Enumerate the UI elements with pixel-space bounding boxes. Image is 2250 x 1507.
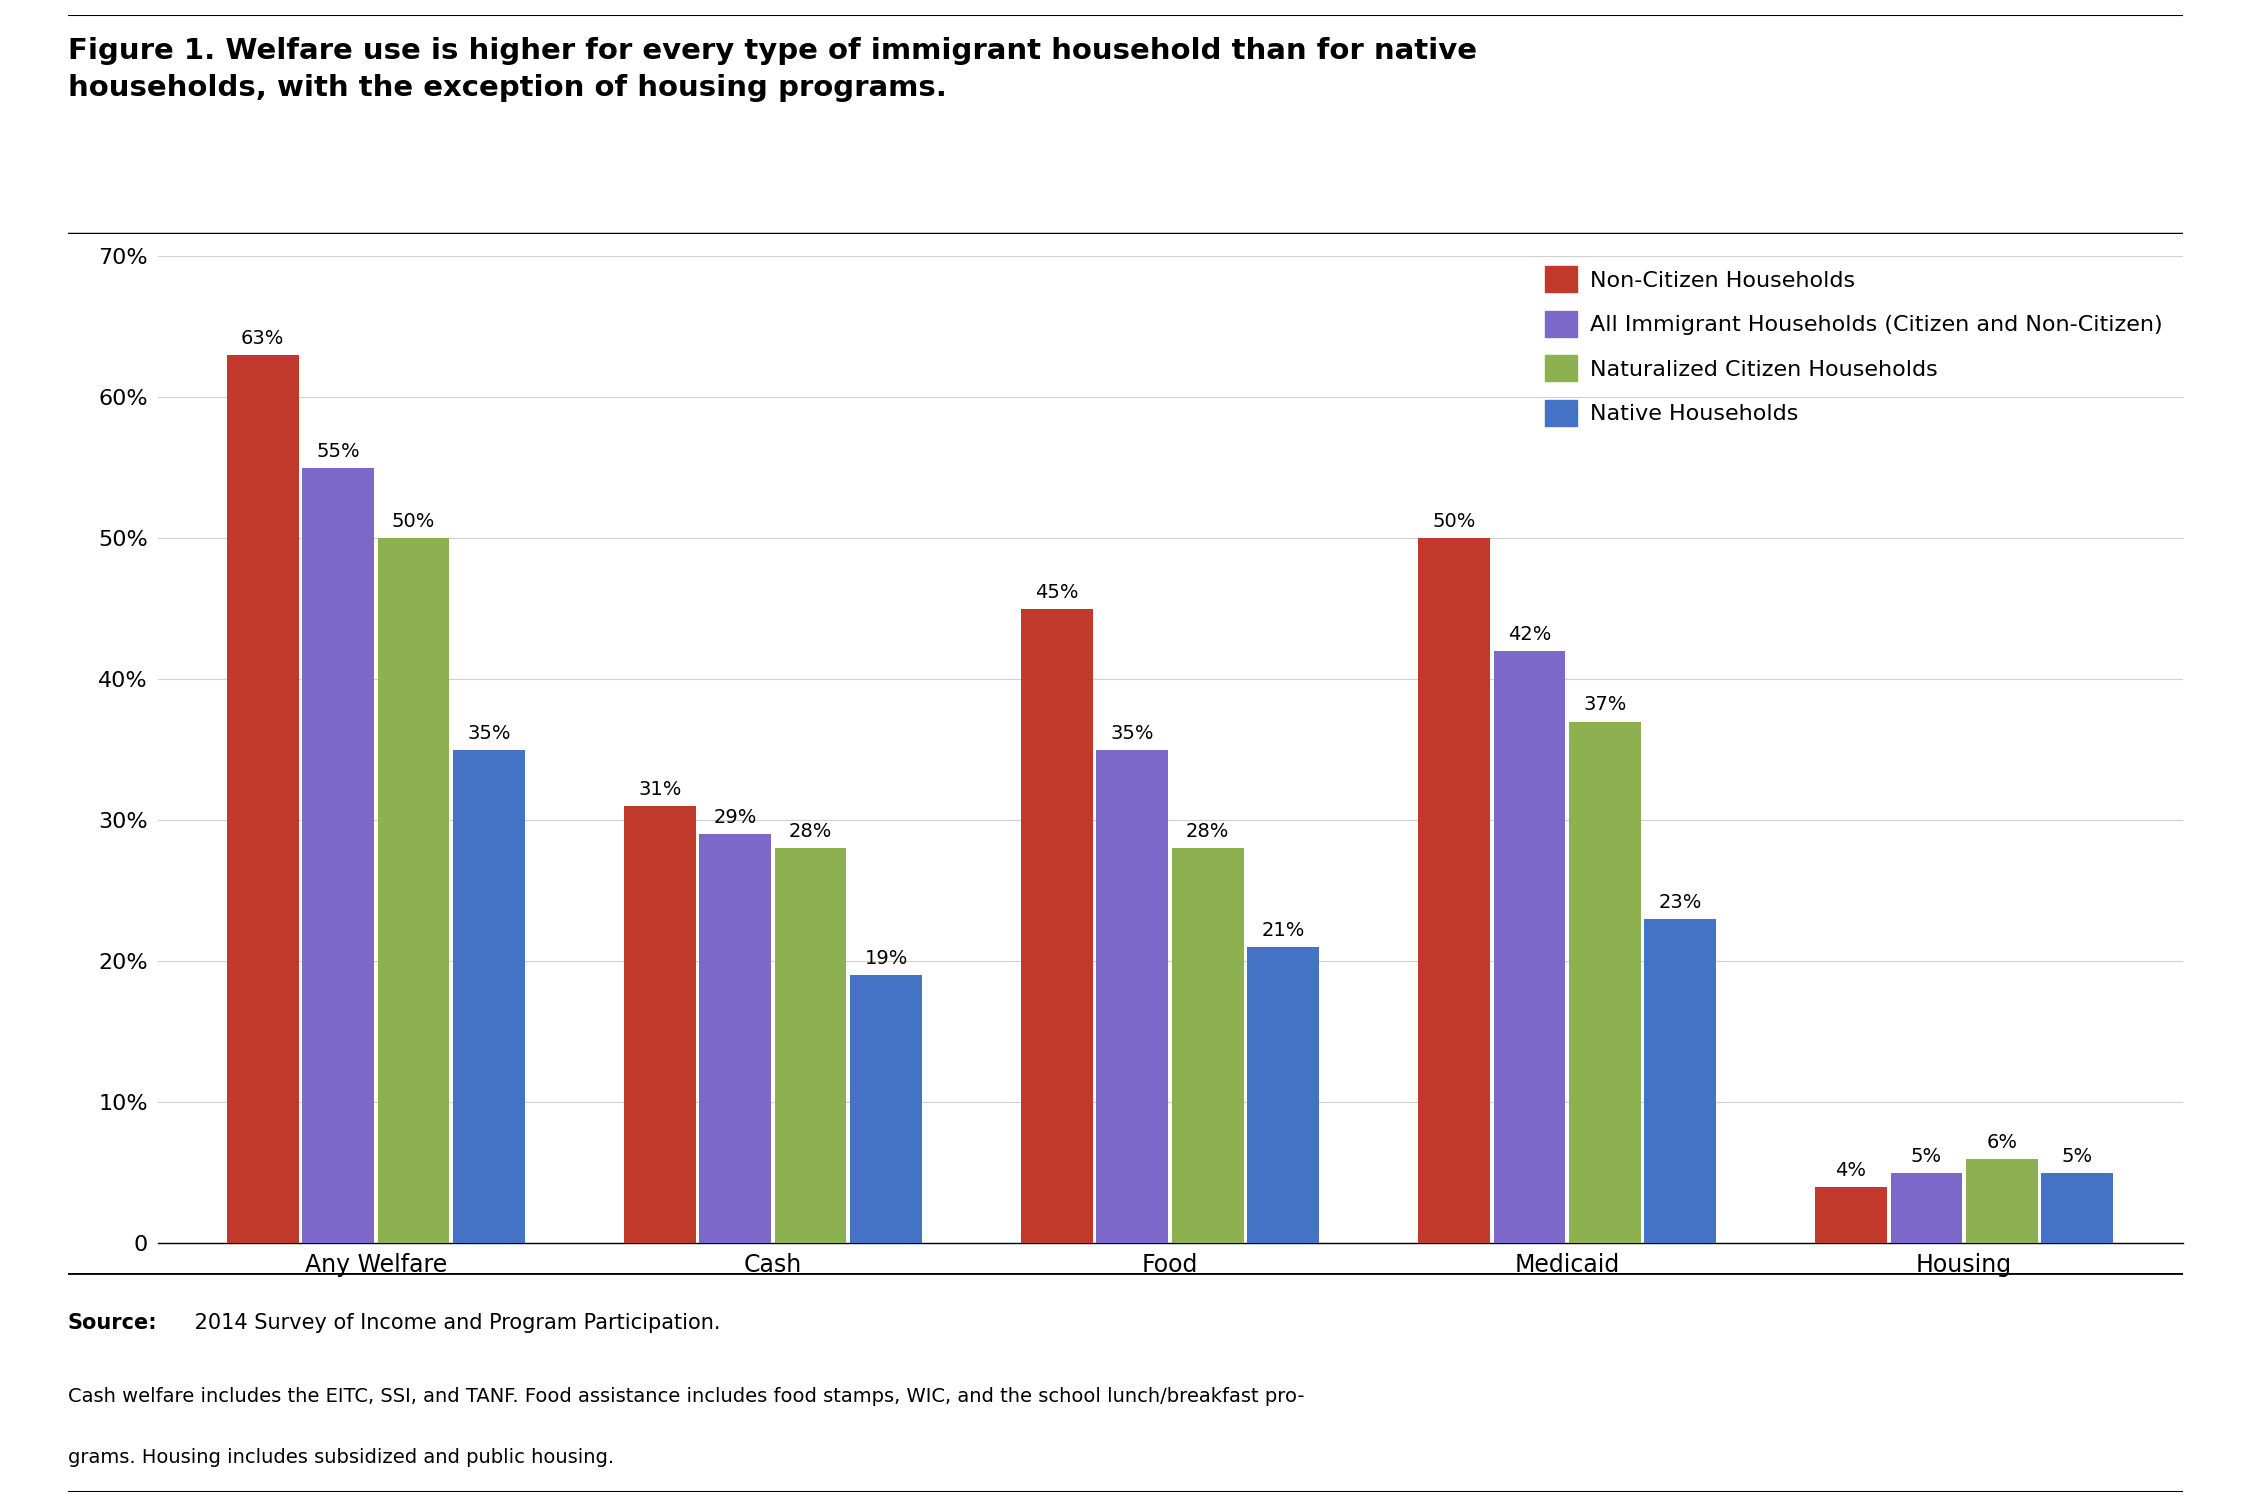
Text: Cash welfare includes the EITC, SSI, and TANF. Food assistance includes food sta: Cash welfare includes the EITC, SSI, and… <box>68 1386 1305 1406</box>
Text: 21%: 21% <box>1262 921 1305 940</box>
Bar <box>1816 1188 1888 1243</box>
Text: 37%: 37% <box>1584 695 1627 714</box>
Text: 50%: 50% <box>392 512 434 530</box>
Text: 28%: 28% <box>1186 823 1228 841</box>
Text: 42%: 42% <box>1508 625 1550 643</box>
Bar <box>623 806 695 1243</box>
Bar <box>1966 1159 2038 1243</box>
Bar <box>850 975 922 1243</box>
Text: 5%: 5% <box>2061 1147 2092 1166</box>
Text: 35%: 35% <box>468 723 511 743</box>
Text: 45%: 45% <box>1035 583 1078 601</box>
Bar <box>700 835 772 1243</box>
Bar <box>378 538 450 1243</box>
Text: 29%: 29% <box>713 808 756 827</box>
Text: 28%: 28% <box>790 823 832 841</box>
Text: 2014 Survey of Income and Program Participation.: 2014 Survey of Income and Program Partic… <box>189 1313 720 1332</box>
Bar <box>2041 1172 2113 1243</box>
Bar <box>1494 651 1566 1243</box>
Text: 19%: 19% <box>864 949 907 969</box>
Bar <box>227 354 299 1243</box>
Bar <box>1418 538 1490 1243</box>
Text: grams. Housing includes subsidized and public housing.: grams. Housing includes subsidized and p… <box>68 1448 614 1468</box>
Text: 6%: 6% <box>1987 1133 2018 1151</box>
Text: 63%: 63% <box>241 329 284 348</box>
Text: 23%: 23% <box>1658 892 1701 912</box>
Bar <box>452 749 524 1243</box>
Text: Figure 1. Welfare use is higher for every type of immigrant household than for n: Figure 1. Welfare use is higher for ever… <box>68 36 1476 101</box>
Bar <box>1568 722 1640 1243</box>
Text: 4%: 4% <box>1836 1160 1867 1180</box>
Text: Source:: Source: <box>68 1313 158 1332</box>
Text: 31%: 31% <box>639 781 682 799</box>
Text: 35%: 35% <box>1112 723 1154 743</box>
Bar <box>1246 948 1318 1243</box>
Text: 55%: 55% <box>317 442 360 461</box>
Legend: Non-Citizen Households, All Immigrant Households (Citizen and Non-Citizen), Natu: Non-Citizen Households, All Immigrant Ho… <box>1537 258 2171 434</box>
Bar <box>1645 919 1717 1243</box>
Bar <box>1096 749 1168 1243</box>
Text: 5%: 5% <box>1910 1147 1942 1166</box>
Bar <box>1022 609 1094 1243</box>
Bar <box>1890 1172 1962 1243</box>
Text: 50%: 50% <box>1433 512 1476 530</box>
Bar <box>1172 848 1244 1243</box>
Bar <box>774 848 846 1243</box>
Bar <box>302 467 374 1243</box>
